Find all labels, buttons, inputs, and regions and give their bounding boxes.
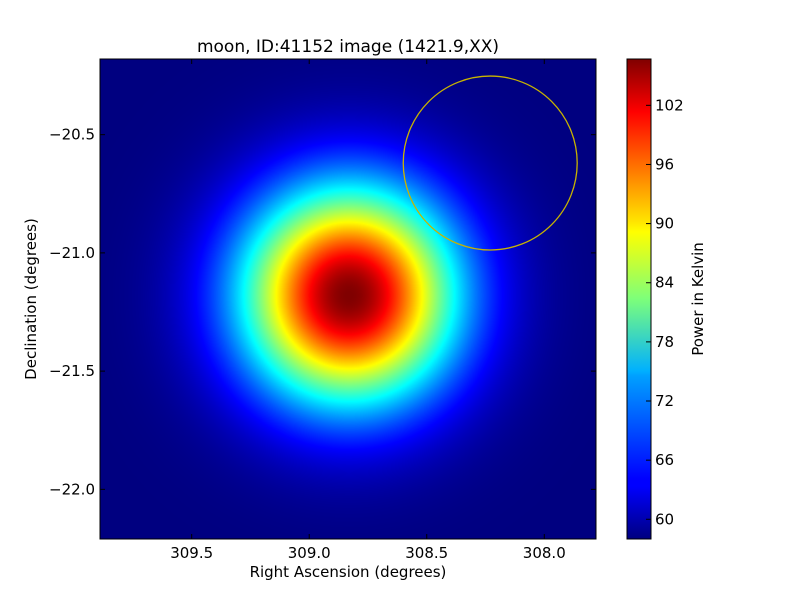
colorbar-tick-label: 96: [655, 155, 674, 173]
plot-frame: [99, 58, 597, 540]
plot-area: [99, 58, 597, 540]
y-axis-label: Declination (degrees): [22, 218, 40, 380]
heatmap-image: [100, 59, 596, 539]
x-tick-label: 309.0: [288, 544, 331, 562]
colorbar-tick-label: 84: [655, 274, 674, 292]
colorbar-tick-label: 60: [655, 510, 674, 528]
y-axis-ticks: −20.5 −21.0 −21.5 −22.0: [49, 126, 596, 498]
colorbar-tick-label: 90: [655, 215, 674, 233]
x-axis-ticks: 309.5 309.0 308.5 308.0: [170, 59, 566, 562]
y-tick-label: −21.5: [49, 362, 95, 380]
x-tick-label: 309.5: [170, 544, 213, 562]
colorbar-label: Power in Kelvin: [689, 242, 707, 356]
colorbar-tick-label: 78: [655, 333, 674, 351]
y-tick-label: −20.5: [49, 126, 95, 144]
colorbar-tick-label: 72: [655, 392, 674, 410]
region-circle: [402, 75, 578, 251]
y-tick-label: −22.0: [49, 480, 95, 498]
x-tick-label: 308.5: [405, 544, 448, 562]
colorbar: 60 66 72 78 84 90 96 102 Power in Kelvin: [626, 58, 707, 540]
x-tick-label: 308.0: [523, 544, 566, 562]
colorbar-tick-label: 66: [655, 451, 674, 469]
chart-title: moon, ID:41152 image (1421.9,XX): [197, 37, 499, 57]
colorbar-tick-label: 102: [655, 96, 684, 114]
colorbar-ticks: 60 66 72 78 84 90 96 102: [646, 96, 684, 528]
colorbar-gradient: [626, 58, 652, 540]
y-tick-label: −21.0: [49, 244, 95, 262]
x-axis-label: Right Ascension (degrees): [250, 563, 447, 581]
